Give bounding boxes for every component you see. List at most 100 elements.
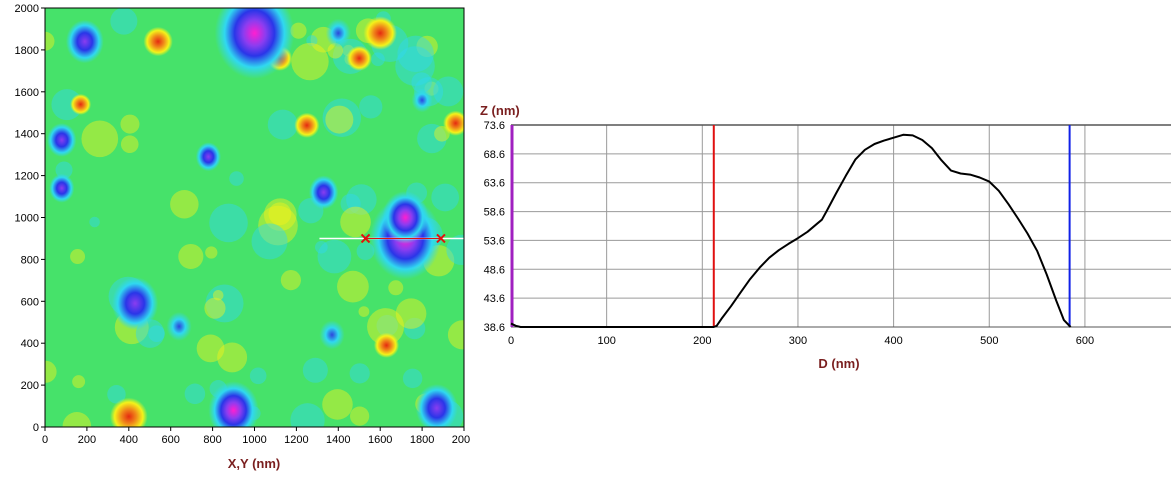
profile-y-tick-label: 68.6	[484, 149, 505, 161]
map-y-tick-label: 600	[21, 296, 39, 308]
map-x-tick-label: 600	[162, 434, 180, 446]
surface-texture-patch	[388, 280, 404, 296]
surface-texture-patch	[249, 367, 267, 385]
surface-texture-patch	[371, 52, 385, 67]
surface-texture-patch	[358, 306, 370, 317]
map-x-tick-label: 2000	[452, 434, 470, 446]
profile-y-tick-label: 38.6	[484, 322, 505, 334]
surface-texture-patch	[229, 171, 244, 186]
topography-map-chart: 0 200 400 600 800 1000 1200 1400 1600 1800 2000 0 20…	[15, 0, 470, 471]
surface-texture-patch	[196, 334, 225, 363]
surface-pit	[112, 276, 159, 330]
surface-pit	[208, 381, 259, 427]
surface-texture-patch	[349, 406, 370, 426]
surface-texture-patch	[411, 72, 432, 93]
surface-texture-patch	[263, 198, 297, 232]
profile-x-tick-label: 0	[508, 335, 514, 347]
surface-texture-patch	[178, 243, 204, 269]
surface-texture-patch	[184, 383, 206, 405]
surface-texture-patch	[170, 189, 199, 219]
profile-grid	[510, 124, 1171, 328]
map-surface	[45, 8, 464, 427]
surface-peak	[109, 397, 148, 427]
surface-texture-patch	[72, 375, 86, 389]
profile-x-tick-label: 600	[1076, 335, 1094, 347]
surface-texture-patch	[267, 109, 298, 140]
surface-pit	[166, 311, 192, 341]
surface-texture-patch	[315, 240, 328, 254]
profile-x-tick-label: 200	[693, 335, 711, 347]
surface-texture-patch	[349, 363, 370, 384]
surface-texture-patch	[120, 135, 139, 154]
map-x-tick-label: 1000	[242, 434, 266, 446]
surface-texture-patch	[290, 403, 325, 427]
map-y-tick-label: 200	[21, 380, 39, 392]
surface-pit	[382, 190, 429, 245]
map-axes: 0 200 400 600 800 1000 1200 1400 1600 1800 2000 0 20…	[15, 3, 470, 446]
surface-texture-patch	[395, 46, 435, 86]
surface-texture-patch	[416, 35, 438, 58]
profile-y-tick-label: 63.6	[484, 178, 505, 190]
surface-texture-patch	[340, 206, 371, 238]
surface-texture-patch	[431, 183, 460, 212]
profile-line-overlay[interactable]	[319, 233, 464, 244]
surface-texture-patch	[120, 114, 140, 134]
surface-peak	[70, 93, 92, 115]
surface-peak	[443, 110, 464, 136]
surface-texture-patch	[337, 270, 369, 303]
map-y-tick-label: 1200	[15, 171, 39, 183]
surface-peak	[143, 26, 173, 57]
profile-plot-background	[511, 125, 1171, 327]
map-x-axis-label: X,Y (nm)	[228, 456, 281, 471]
surface-texture-patch	[397, 35, 434, 73]
surface-texture-patch	[346, 184, 377, 215]
surface-texture-patch	[148, 325, 165, 342]
surface-texture-patch	[204, 297, 226, 319]
surface-texture-patch	[322, 98, 362, 137]
map-x-tick-label: 1400	[326, 434, 350, 446]
surface-texture-patch	[403, 317, 426, 340]
surface-texture-patch	[291, 42, 329, 81]
surface-pit	[47, 123, 77, 157]
surface-texture-patch	[402, 368, 423, 389]
surface-texture-patch	[81, 120, 119, 158]
profile-y-tick-label: 58.6	[484, 207, 505, 219]
surface-texture-patch	[107, 385, 126, 404]
surface-pit	[411, 88, 433, 113]
surface-texture-patch	[417, 123, 447, 154]
profile-y-axis-label: Z (nm)	[480, 103, 520, 118]
map-y-tick-label: 1800	[15, 45, 39, 57]
topography-map-plot-area[interactable]	[34, 0, 470, 441]
surface-texture-patch	[302, 357, 328, 383]
surface-pit	[308, 175, 339, 210]
profile-marks[interactable]	[510, 125, 1072, 328]
surface-texture-patch	[317, 239, 352, 274]
profile-x-tick-label: 500	[980, 335, 998, 347]
profile-y-tick-label: 43.6	[484, 293, 505, 305]
profile-x-tick-label: 300	[789, 335, 807, 347]
surface-texture-patch	[209, 203, 248, 243]
surface-texture-patch	[280, 270, 301, 291]
surface-texture-patch	[205, 246, 218, 259]
surface-texture-patch	[433, 76, 464, 107]
surface-peak	[294, 112, 320, 138]
height-profile-chart: 38.6 43.6 48.6 53.6 58.6 63.6 68.6 73.6 0 100 200 3…	[480, 103, 1171, 371]
map-x-tick-label: 200	[78, 434, 96, 446]
profile-x-axis-label: D (nm)	[818, 356, 859, 371]
map-y-tick-label: 2000	[15, 3, 39, 15]
surface-texture-patch	[62, 412, 92, 427]
map-y-tick-label: 1600	[15, 87, 39, 99]
profile-y-tick-label: 48.6	[484, 264, 505, 276]
surface-texture-patch	[325, 105, 354, 134]
map-y-tick-label: 1000	[15, 213, 39, 225]
surface-texture-patch	[447, 320, 464, 350]
surface-texture-patch	[306, 35, 318, 47]
surface-texture-patch	[290, 22, 307, 39]
surface-pit	[214, 8, 295, 79]
surface-pit	[415, 384, 458, 427]
surface-peak	[363, 16, 397, 50]
surface-texture-patch	[446, 234, 464, 266]
profile-height-line[interactable]	[510, 133, 1072, 328]
map-y-tick-label: 0	[33, 422, 39, 434]
surface-pit	[65, 19, 104, 64]
